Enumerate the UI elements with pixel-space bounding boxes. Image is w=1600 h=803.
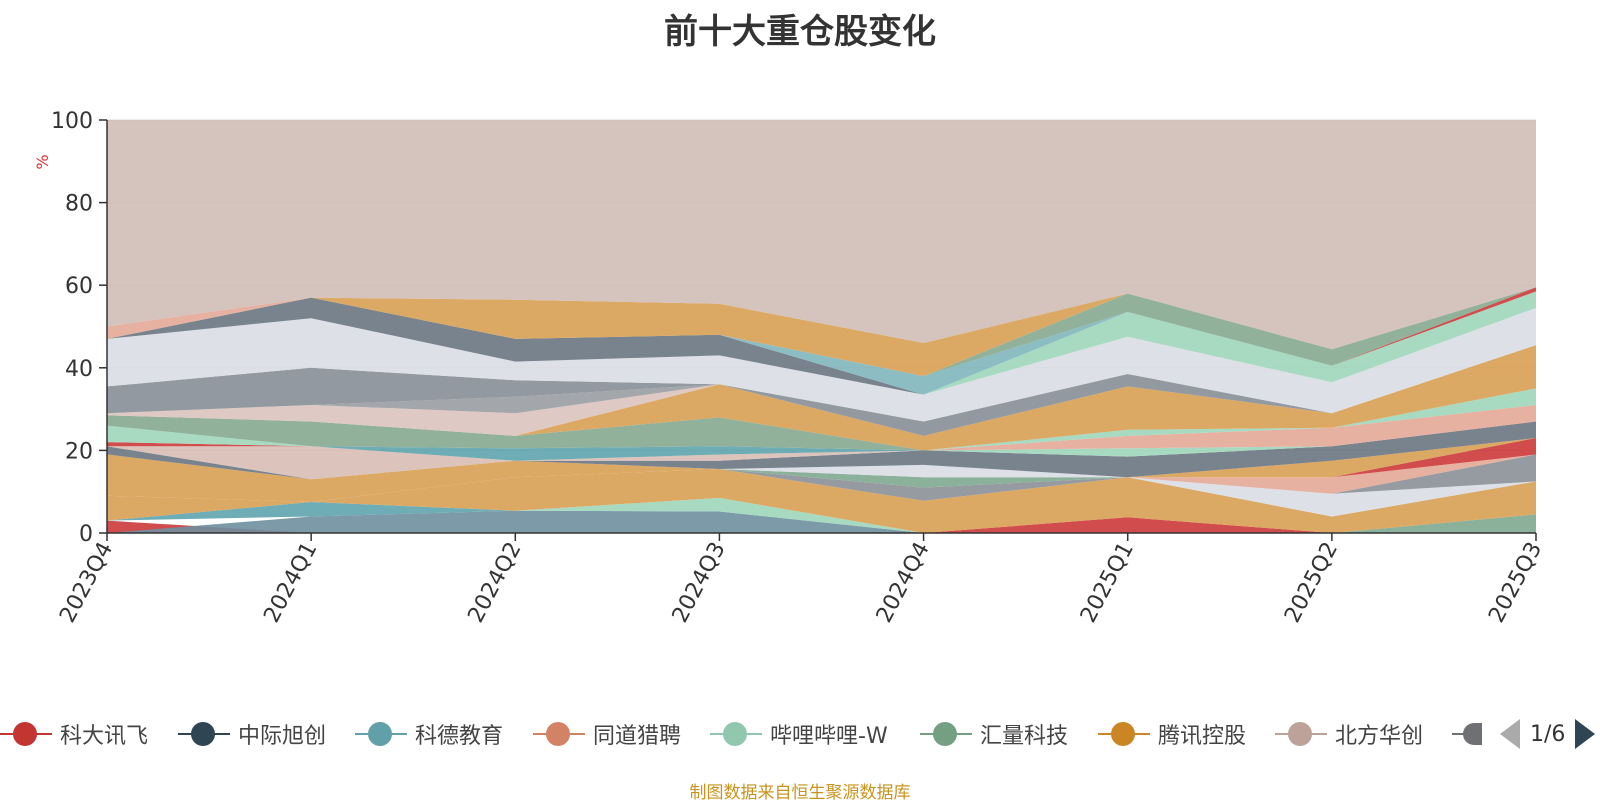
area-band-11	[107, 438, 1536, 502]
legend-label: 同道猎聘	[593, 724, 682, 749]
legend-marker-icon	[0, 719, 52, 749]
legend-item-3[interactable]: 同道猎聘	[533, 716, 681, 752]
area-band-2	[107, 514, 1536, 533]
area-bands	[107, 120, 1536, 533]
area-band-31	[107, 287, 1536, 377]
legend-label: 中际旭创	[238, 724, 327, 749]
y-axis-unit-label: %	[33, 154, 52, 169]
area-band-21	[107, 388, 1536, 451]
area-band-14	[107, 421, 1536, 480]
area-band-15	[107, 421, 1536, 480]
legend-marker-icon	[920, 719, 972, 749]
legend-label: 科德教育	[415, 724, 504, 749]
area-band-13	[107, 438, 1536, 480]
area-band-32	[107, 287, 1536, 377]
area-band-7	[107, 469, 1536, 517]
legend-item-6[interactable]: 腾讯控股	[1098, 716, 1246, 752]
x-tick-label: 2024Q2	[464, 538, 527, 627]
x-tick-label: 2025Q3	[1484, 538, 1547, 627]
x-tick-label: 2024Q4	[872, 538, 935, 627]
area-band-22	[107, 345, 1536, 451]
y-tick-label: 40	[65, 357, 93, 382]
legend-marker-icon	[533, 719, 585, 749]
y-tick-label: 20	[65, 439, 93, 464]
area-band-25	[107, 345, 1536, 436]
area-band-0	[107, 517, 1536, 533]
legend-marker-icon	[178, 719, 230, 749]
y-tick-label: 60	[65, 274, 93, 299]
area-band-1	[107, 510, 1536, 533]
legend-item-4[interactable]: 哔哩哔哩-W	[710, 716, 888, 752]
legend-label: 北方华创	[1335, 724, 1424, 749]
legend-label: 科大讯飞	[60, 724, 149, 749]
legend-item-5[interactable]: 汇量科技	[920, 716, 1068, 752]
x-tick-label: 2023Q4	[55, 538, 118, 627]
area-band-4	[107, 497, 1536, 533]
source-note: 制图数据来自恒生聚源数据库	[689, 783, 911, 803]
legend-item-7[interactable]: 北方华创	[1275, 716, 1423, 752]
area-band-34	[107, 120, 1536, 350]
legend-label: 汇量科技	[980, 724, 1069, 749]
legend-item-truncated[interactable]	[1452, 716, 1488, 752]
next-page-icon[interactable]	[1575, 719, 1596, 749]
legend-label: 哔哩哔哩-W	[770, 724, 888, 749]
area-chart: 0 20 40 60 80 100 2023Q4 2024Q1 2024Q2 2024Q3 2024…	[33, 109, 1547, 627]
area-band-3	[107, 502, 1536, 533]
x-tick-label: 2024Q3	[668, 538, 731, 627]
area-band-28	[107, 291, 1536, 395]
y-tick-label: 100	[51, 109, 93, 134]
legend-item-0[interactable]: 科大讯飞	[0, 716, 148, 752]
area-band-18	[107, 421, 1536, 457]
y-tick-label: 0	[79, 522, 93, 547]
area-band-9	[107, 454, 1536, 502]
legend-marker-icon	[355, 719, 407, 749]
area-band-26	[107, 307, 1536, 422]
x-tick-label: 2024Q1	[259, 538, 322, 627]
area-band-12	[107, 438, 1536, 488]
y-tick-label: 80	[65, 192, 93, 217]
x-tick-label: 2025Q2	[1280, 538, 1343, 627]
pager-text: 1/6	[1530, 721, 1566, 747]
legend-marker-icon	[1275, 719, 1327, 749]
legend-item-1[interactable]: 中际旭创	[178, 716, 326, 752]
legend-marker-icon	[1452, 723, 1482, 745]
area-band-16	[107, 421, 1536, 461]
area-band-5	[107, 469, 1536, 533]
chart-title: 前十大重仓股变化	[664, 12, 936, 52]
legend-item-2[interactable]: 科德教育	[355, 716, 503, 752]
area-band-23	[107, 345, 1536, 436]
legend-pager: 1/6	[1500, 716, 1596, 752]
area-band-19	[107, 405, 1536, 451]
prev-page-icon[interactable]	[1500, 719, 1520, 749]
legend-marker-icon	[710, 719, 762, 749]
legend-marker-icon	[1098, 719, 1150, 749]
legend-label: 腾讯控股	[1158, 724, 1247, 749]
legend: 科大讯飞 中际旭创 科德教育 同道猎聘 哔哩哔哩-W 汇量科技 腾讯控股 北方华创 1/6	[0, 716, 1600, 752]
x-tick-label: 2025Q1	[1076, 538, 1139, 627]
